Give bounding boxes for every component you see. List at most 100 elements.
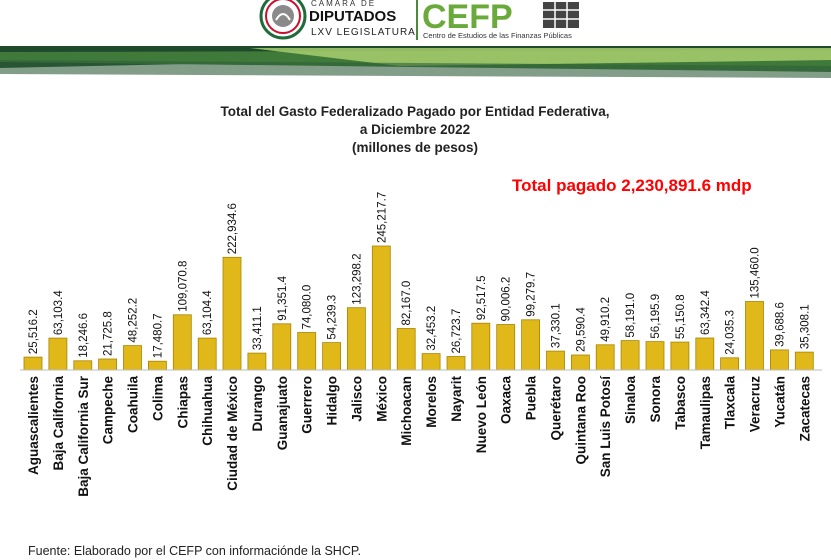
category-label-mexico: México xyxy=(374,376,389,422)
bar-morelos xyxy=(421,353,441,371)
chamber-line2: DIPUTADOS xyxy=(309,8,396,25)
category-label-puebla: Puebla xyxy=(524,376,539,421)
bar-mexico xyxy=(371,245,391,371)
category-label-guanajuato: Guanajuato xyxy=(275,376,290,450)
chamber-seal-icon xyxy=(259,0,307,40)
data-label-tabasco: 55,150.8 xyxy=(675,294,687,339)
category-label-coahuila: Coahuila xyxy=(126,376,141,433)
category-label-jalisco: Jalisco xyxy=(349,376,364,422)
category-label-chiapas: Chiapas xyxy=(175,376,190,429)
chamber-line3: LXV LEGISLATURA xyxy=(311,27,416,38)
bar-nayarit xyxy=(446,356,466,371)
data-label-veracruz: 135,460.0 xyxy=(750,247,762,298)
data-label-baja-california-sur: 18,246.6 xyxy=(78,313,90,358)
bar-sonora xyxy=(645,341,665,371)
category-label-yucatan: Yucatán xyxy=(772,376,787,428)
data-label-coahuila: 48,252.2 xyxy=(128,298,140,343)
bar-guanajuato xyxy=(272,323,292,371)
bar-nuevo-leon xyxy=(471,322,491,371)
bar-guerrero xyxy=(297,332,317,371)
bar-oaxaca xyxy=(496,324,516,371)
data-label-baja-california: 63,103.4 xyxy=(53,290,65,335)
bar-chart: 25,516.2 Aguascalientes 63,103.4 Baja Calif… xyxy=(20,192,822,497)
bar-quintana-roo xyxy=(571,354,590,371)
category-label-nayarit: Nayarit xyxy=(449,376,464,422)
bar-tlaxcala xyxy=(720,357,739,371)
bar-chiapas xyxy=(172,314,192,371)
bar-sinaloa xyxy=(620,340,640,371)
category-label-san-luis-potosi: San Luis Potosí xyxy=(598,375,613,478)
data-label-guanajuato: 91,351.4 xyxy=(277,275,289,320)
category-label-veracruz: Veracruz xyxy=(748,376,763,433)
category-label-oaxaca: Oaxaca xyxy=(499,376,514,425)
bar-tamaulipas xyxy=(695,337,715,371)
bar-jalisco xyxy=(346,307,366,371)
category-label-baja-california-sur: Baja California Sur xyxy=(76,375,91,497)
data-label-morelos: 32,453.2 xyxy=(426,306,438,351)
bar-san-luis-potosi xyxy=(595,344,615,371)
bar-group: 25,516.2 Aguascalientes 63,103.4 Baja Calif… xyxy=(23,192,814,497)
data-label-mexico: 245,217.7 xyxy=(376,192,388,243)
data-label-yucatan: 39,688.6 xyxy=(774,302,786,347)
data-label-nuevo-leon: 92,517.5 xyxy=(476,275,488,320)
data-label-puebla: 99,279.7 xyxy=(526,272,538,317)
data-label-campeche: 21,725.8 xyxy=(103,311,115,356)
category-label-morelos: Morelos xyxy=(424,376,439,428)
bar-coahuila xyxy=(123,345,142,371)
category-label-tabasco: Tabasco xyxy=(673,376,688,430)
data-label-hidalgo: 54,239.3 xyxy=(327,295,339,340)
cefp-building-icon xyxy=(543,2,579,28)
data-label-oaxaca: 90,006.2 xyxy=(501,277,513,322)
data-label-chiapas: 109,070.8 xyxy=(177,261,189,312)
data-label-queretaro: 37,330.1 xyxy=(551,303,563,348)
source-note: Fuente: Elaborado por el CEFP con inform… xyxy=(28,544,362,558)
bar-colima xyxy=(147,360,167,371)
data-label-nayarit: 26,723.7 xyxy=(451,309,463,354)
bar-hidalgo xyxy=(322,342,342,371)
data-label-san-luis-potosi: 49,910.2 xyxy=(600,297,612,342)
category-label-queretaro: Querétaro xyxy=(549,376,564,441)
bar-durango xyxy=(247,352,267,371)
bar-veracruz xyxy=(745,301,764,371)
category-label-tamaulipas: Tamaulipas xyxy=(698,376,713,449)
chart-title-line-3: (millones de pesos) xyxy=(351,140,479,155)
data-label-tamaulipas: 63,342.4 xyxy=(700,290,712,335)
category-label-chihuahua: Chihuahua xyxy=(200,376,215,446)
data-label-aguascalientes: 25,516.2 xyxy=(28,309,40,354)
data-label-sonora: 56,195.9 xyxy=(650,294,662,339)
data-label-sinaloa: 58,191.0 xyxy=(625,293,637,338)
bar-yucatan xyxy=(770,349,789,371)
chart-title-line-2: a Diciembre 2022 xyxy=(359,122,471,137)
bar-baja-california-sur xyxy=(73,360,93,371)
total-paid-label: Total pagado 2,230,891.6 mdp xyxy=(512,176,752,195)
header-stripe xyxy=(0,46,831,78)
cefp-subtitle: Centro de Estudios de las Finanzas Públi… xyxy=(423,31,572,40)
category-label-hidalgo: Hidalgo xyxy=(325,376,340,426)
category-label-campeche: Campeche xyxy=(101,376,116,445)
bar-zacatecas xyxy=(794,351,814,371)
bar-puebla xyxy=(521,319,540,371)
data-label-michoacan: 82,167.0 xyxy=(401,281,413,326)
bar-aguascalientes xyxy=(23,356,43,371)
data-label-chihuahua: 63,104.4 xyxy=(202,290,214,335)
category-label-baja-california: Baja California xyxy=(51,376,66,471)
data-label-zacatecas: 35,308.1 xyxy=(799,304,811,349)
bar-chihuahua xyxy=(197,337,217,371)
category-label-sinaloa: Sinaloa xyxy=(623,376,638,425)
bar-campeche xyxy=(98,358,117,371)
data-label-durango: 33,411.1 xyxy=(252,306,264,350)
bar-queretaro xyxy=(546,350,565,371)
data-label-guerrero: 74,080.0 xyxy=(302,285,314,330)
category-label-zacatecas: Zacatecas xyxy=(797,376,812,441)
category-label-colima: Colima xyxy=(150,376,165,422)
category-label-aguascalientes: Aguascalientes xyxy=(26,376,41,475)
bar-tabasco xyxy=(670,341,690,371)
data-label-colima: 17,480.7 xyxy=(152,313,164,358)
category-label-tlaxcala: Tlaxcala xyxy=(723,376,738,430)
bar-michoacan xyxy=(396,328,416,371)
category-label-quintana-roo: Quintana Roo xyxy=(573,376,588,465)
category-label-sonora: Sonora xyxy=(648,376,663,423)
category-label-michoacan: Michoacan xyxy=(399,376,414,446)
chamber-line1: CÁMARA DE xyxy=(311,0,376,8)
chart-title: Total del Gasto Federalizado Pagado por … xyxy=(165,103,665,157)
